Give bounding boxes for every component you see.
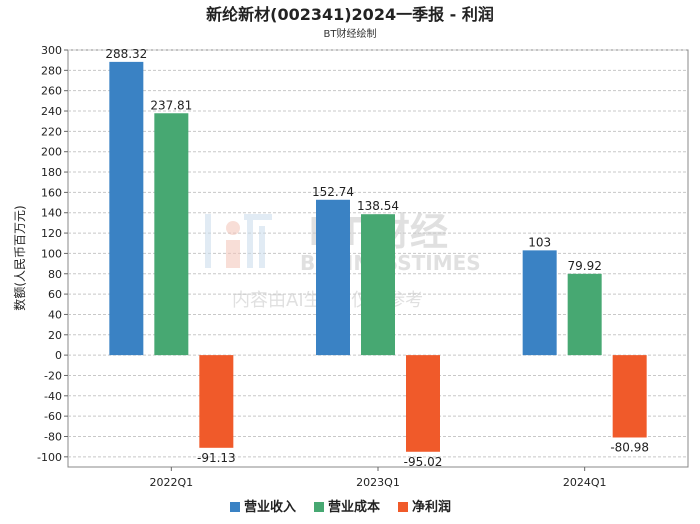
y-tick-label: 140 bbox=[41, 207, 62, 220]
x-axis: 2022Q1 2023Q1 2024Q1 bbox=[150, 467, 607, 489]
legend-swatch bbox=[314, 502, 324, 512]
y-tick-label: -80 bbox=[44, 430, 62, 443]
y-tick-label: 160 bbox=[41, 186, 62, 199]
y-tick-label: 0 bbox=[55, 349, 62, 362]
data-label: 138.54 bbox=[357, 199, 399, 213]
y-tick-label: 100 bbox=[41, 247, 62, 260]
data-label: 152.74 bbox=[312, 185, 354, 199]
y-tick-label: 200 bbox=[41, 146, 62, 159]
y-tick-label: 40 bbox=[48, 308, 62, 321]
bar-净利润-2024Q1 bbox=[612, 355, 647, 438]
data-label: -91.13 bbox=[197, 451, 236, 465]
data-label: 103 bbox=[528, 235, 551, 249]
bar-营业收入-2023Q1 bbox=[316, 199, 350, 356]
legend: 营业收入 营业成本 净利润 bbox=[230, 499, 451, 515]
data-label: -80.98 bbox=[610, 440, 649, 454]
legend-label: 营业成本 bbox=[328, 499, 380, 515]
legend-label: 净利润 bbox=[412, 499, 451, 515]
y-tick-label: 180 bbox=[41, 166, 62, 179]
legend-swatch bbox=[398, 502, 408, 512]
y-tick-label: 220 bbox=[41, 125, 62, 138]
y-tick-label: 260 bbox=[41, 85, 62, 98]
bar-营业收入-2024Q1 bbox=[522, 250, 557, 356]
bar-营业成本-2024Q1 bbox=[567, 273, 602, 356]
watermark-logo-icon bbox=[205, 214, 272, 268]
bar-营业成本-2023Q1 bbox=[361, 214, 395, 356]
data-label: 79.92 bbox=[567, 259, 601, 273]
y-tick-label: 300 bbox=[41, 44, 62, 57]
y-tick-label: 20 bbox=[48, 329, 62, 342]
bar-营业收入-2022Q1 bbox=[109, 61, 144, 356]
legend-label: 营业收入 bbox=[244, 499, 296, 515]
y-tick-label: -40 bbox=[44, 390, 62, 403]
y-tick-label: 120 bbox=[41, 227, 62, 240]
bar-净利润-2023Q1 bbox=[406, 355, 440, 452]
y-tick-label: 80 bbox=[48, 268, 62, 281]
y-tick-label: 60 bbox=[48, 288, 62, 301]
y-tick-label: -20 bbox=[44, 369, 62, 382]
bar-营业成本-2022Q1 bbox=[154, 113, 189, 356]
data-label: -95.02 bbox=[404, 455, 443, 469]
y-axis: 3002802602402202001801601401201008060402… bbox=[37, 44, 68, 464]
legend-swatch bbox=[230, 502, 240, 512]
x-tick-label: 2022Q1 bbox=[150, 476, 194, 489]
y-tick-label: -60 bbox=[44, 410, 62, 423]
chart-title: 新纶新材(002341)2024一季报 - 利润 bbox=[206, 5, 494, 24]
y-tick-label: 240 bbox=[41, 105, 62, 118]
chart-subtitle: BT财经绘制 bbox=[324, 27, 377, 40]
bar-净利润-2022Q1 bbox=[199, 355, 234, 448]
x-tick-label: 2023Q1 bbox=[356, 476, 400, 489]
data-label: 288.32 bbox=[105, 47, 147, 61]
y-tick-label: 280 bbox=[41, 64, 62, 77]
x-tick-label: 2024Q1 bbox=[563, 476, 607, 489]
y-axis-label: 数额(人民币百万元) bbox=[12, 205, 27, 310]
data-label: 237.81 bbox=[150, 98, 192, 112]
y-tick-label: -100 bbox=[37, 451, 62, 464]
